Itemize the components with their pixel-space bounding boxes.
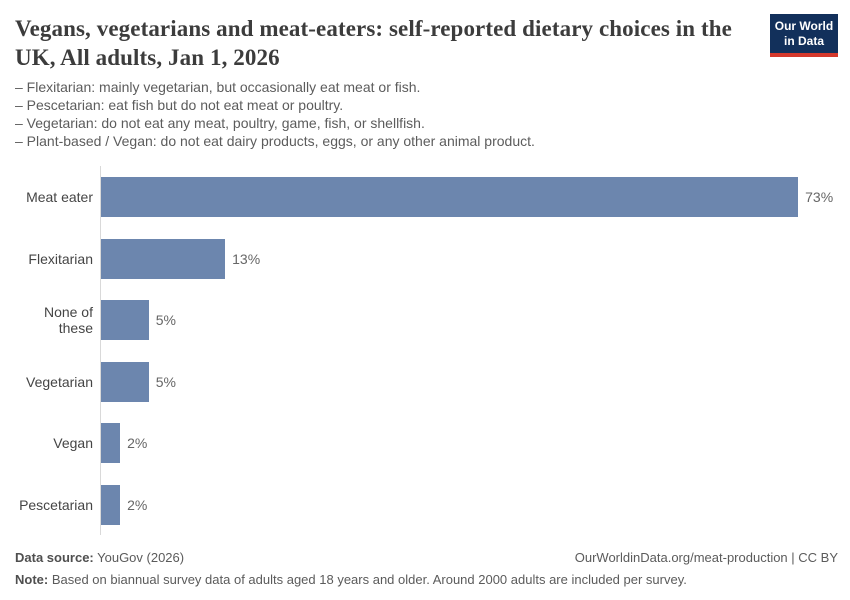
chart-row: Vegan 2% <box>15 412 838 474</box>
owid-logo[interactable]: Our World in Data <box>770 14 838 57</box>
note-label: Note: <box>15 572 49 587</box>
value-label: 13% <box>232 250 261 267</box>
chart-row: Vegetarian 5% <box>15 350 838 413</box>
chart-row: Flexitarian 13% <box>15 227 838 290</box>
data-source-label: Data source: <box>15 550 94 565</box>
chart-note: Note: Based on biannual survey data of a… <box>15 571 838 588</box>
subtitle-line-pescetarian: – Pescetarian: eat fish but do not eat m… <box>15 97 344 114</box>
value-label: 2% <box>127 435 148 452</box>
value-label: 5% <box>155 373 176 390</box>
chart-row: Pescetarian 2% <box>15 473 838 536</box>
bar[interactable] <box>101 361 149 402</box>
bar[interactable] <box>101 423 121 464</box>
subtitle-line-flexitarian: – Flexitarian: mainly vegetarian, but oc… <box>15 79 421 96</box>
chart-title: Vegans, vegetarians and meat-eaters: sel… <box>15 16 732 71</box>
chart-row: Meat eater 73% <box>15 166 838 228</box>
subtitle-line-vegan: – Plant-based / Vegan: do not eat dairy … <box>15 133 535 150</box>
category-label: Flexitarian <box>28 250 93 267</box>
data-source-value: YouGov (2026) <box>93 550 185 565</box>
bar-chart: Meat eater 73% Flexitarian 13% None of these… <box>15 166 838 536</box>
bar-track: 5% <box>100 289 838 351</box>
note-text: Based on biannual survey data of adults … <box>48 572 687 587</box>
value-label: 5% <box>155 312 176 329</box>
subtitle-line-vegetarian: – Vegetarian: do not eat any meat, poult… <box>15 115 425 132</box>
bar-track: 2% <box>100 412 838 474</box>
bar[interactable] <box>101 177 799 218</box>
owid-logo-line2: in Data <box>783 34 824 48</box>
chart-footer: Data source: YouGov (2026) OurWorldinDat… <box>15 549 838 588</box>
bar[interactable] <box>101 238 226 279</box>
bar-track: 2% <box>100 473 838 536</box>
category-label: Vegetarian <box>26 373 93 390</box>
bar-track: 5% <box>100 350 838 413</box>
bar[interactable] <box>101 300 149 341</box>
data-source: Data source: YouGov (2026) <box>15 549 184 566</box>
category-label: None of these <box>43 304 93 337</box>
category-label: Pescetarian <box>19 496 93 513</box>
owid-logo-line1: Our World <box>774 19 834 33</box>
footer-line: Data source: YouGov (2026) OurWorldinDat… <box>15 549 838 566</box>
chart-header: Vegans, vegetarians and meat-eaters: sel… <box>15 14 838 72</box>
value-label: 2% <box>127 496 148 513</box>
citation-link[interactable]: OurWorldinData.org/meat-production | CC … <box>574 550 838 565</box>
chart-subtitle: – Flexitarian: mainly vegetarian, but oc… <box>15 78 838 150</box>
bar-track: 13% <box>100 227 838 290</box>
category-label: Vegan <box>53 435 93 452</box>
value-label: 73% <box>805 189 834 206</box>
chart-row: None of these 5% <box>15 289 838 351</box>
bar-track: 73% <box>100 166 838 228</box>
bar[interactable] <box>101 484 121 525</box>
category-label: Meat eater <box>26 189 93 206</box>
